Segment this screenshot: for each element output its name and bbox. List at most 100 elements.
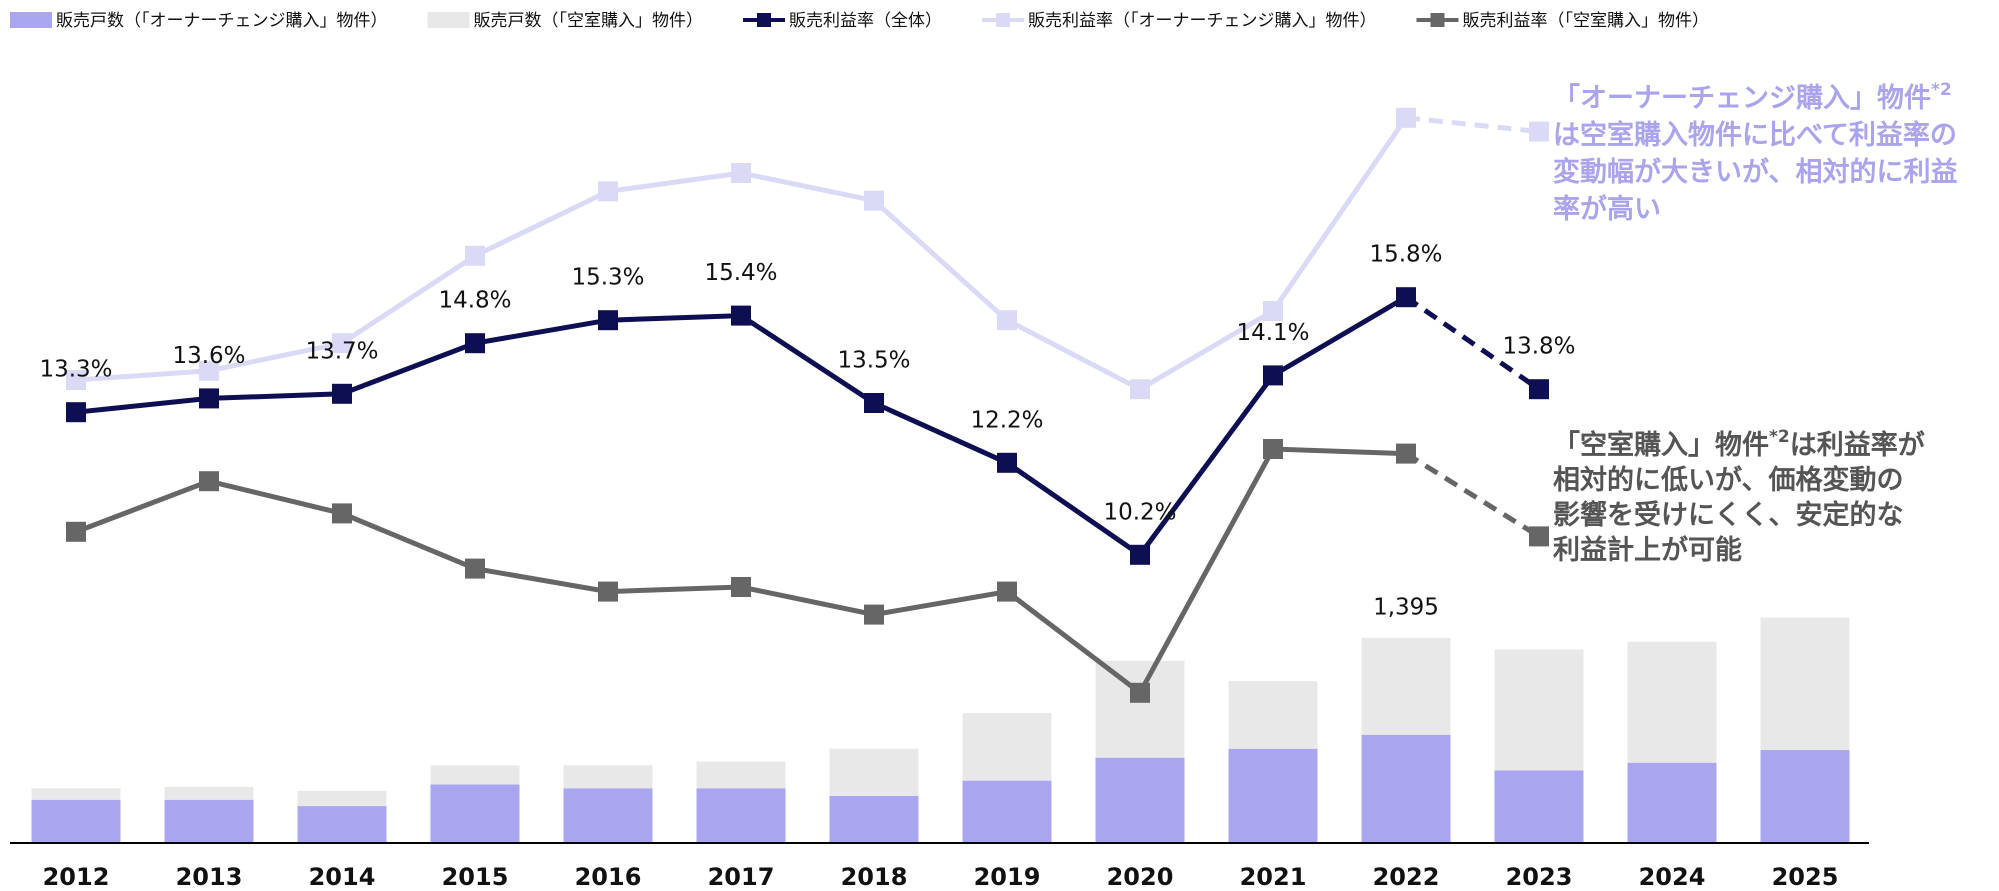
bar <box>164 786 254 800</box>
line-marker <box>864 393 884 413</box>
line-marker <box>66 370 86 390</box>
line-marker <box>66 521 86 542</box>
bar <box>297 790 387 807</box>
bar <box>1494 770 1584 843</box>
bar <box>1494 649 1584 771</box>
data-label: 14.8% <box>438 288 511 314</box>
bar <box>1095 757 1185 843</box>
line-marker <box>598 310 618 331</box>
total-label: 1,395 <box>1373 594 1439 620</box>
line-series <box>75 295 1408 559</box>
line-series <box>1405 115 1540 135</box>
bar <box>1760 750 1850 843</box>
bar <box>1228 681 1318 749</box>
line-marker <box>1263 365 1283 386</box>
data-label: 15.4% <box>704 260 777 286</box>
annotation-part: 率が高い <box>1553 193 1661 225</box>
x-tick-label: 2022 <box>1373 863 1440 891</box>
annotation-part: 「空室購入」物件 <box>1553 429 1769 461</box>
bar <box>962 713 1052 781</box>
annotation-part: *2 <box>1931 80 1952 100</box>
x-tick-label: 2016 <box>575 863 642 891</box>
bar <box>164 799 254 843</box>
data-label: 10.2% <box>1103 499 1176 525</box>
line-series <box>75 116 1409 393</box>
x-tick-label: 2024 <box>1639 863 1706 891</box>
bar <box>696 761 786 789</box>
annotation-part: 変動幅が大きいが、相対的に利益 <box>1553 156 1957 188</box>
bar <box>563 765 653 789</box>
bar <box>829 748 919 796</box>
legend-item: 販売戸数（「オーナーチェンジ購入」物件） <box>10 11 388 31</box>
annotation-part: は利益率が <box>1790 429 1925 461</box>
annotation-part: 利益計上が可能 <box>1553 534 1742 566</box>
bar <box>1095 660 1185 758</box>
line-marker <box>1263 301 1283 321</box>
bar <box>696 788 786 843</box>
bar <box>297 806 387 843</box>
annotation: 変動幅が大きいが、相対的に利益 <box>1553 156 1957 188</box>
annotation: 「空室購入」物件*2は利益率が <box>1553 427 1925 461</box>
annotation: 影響を受けにくく、安定的な <box>1553 499 1903 531</box>
legend-swatch <box>10 12 52 28</box>
line-marker <box>332 333 352 354</box>
data-label: 12.2% <box>970 407 1043 433</box>
annotation-part: は空室購入物件に比べて利益率の <box>1553 119 1957 151</box>
data-label: 13.3% <box>39 357 112 383</box>
bar <box>962 780 1052 843</box>
annotation: 相対的に低いが、価格変動の <box>1553 464 1903 496</box>
x-tick-label: 2014 <box>309 863 376 891</box>
bar <box>31 799 121 843</box>
x-tick-label: 2012 <box>43 863 110 891</box>
line-marker <box>1130 379 1150 400</box>
line-marker <box>1130 544 1150 565</box>
line-marker <box>1396 107 1416 128</box>
line-series <box>1404 451 1541 539</box>
legend-label: 販売戸数（「オーナーチェンジ購入」物件） <box>56 11 388 31</box>
line-marker <box>1529 379 1549 400</box>
annotation: 率が高い <box>1553 193 1661 225</box>
data-label: 15.8% <box>1369 242 1442 268</box>
line-marker <box>731 163 751 183</box>
bar <box>829 795 919 843</box>
legend-swatch <box>996 13 1010 27</box>
line-marker <box>598 181 618 202</box>
annotation: 利益計上が可能 <box>1553 534 1742 566</box>
line-marker <box>1529 121 1549 142</box>
line-marker <box>1529 526 1549 547</box>
line-marker <box>332 383 352 404</box>
line-marker <box>731 305 751 326</box>
line-marker <box>199 360 219 381</box>
line-marker <box>465 558 485 579</box>
line-marker <box>997 452 1017 473</box>
data-label: 13.8% <box>1502 334 1575 360</box>
line-marker <box>731 577 751 597</box>
legend-item: 販売利益率（「空室購入」物件） <box>1416 11 1710 31</box>
annotation: 「オーナーチェンジ購入」物件*2 <box>1553 80 1952 114</box>
line-marker <box>1396 443 1416 464</box>
bar <box>1361 637 1451 735</box>
line-marker <box>1263 439 1283 459</box>
annotation-part: 相対的に低いが、価格変動の <box>1553 464 1903 496</box>
x-tick-label: 2017 <box>708 863 775 891</box>
legend-label: 販売利益率（「空室購入」物件） <box>1463 11 1710 31</box>
annotation-part: 「オーナーチェンジ購入」物件 <box>1553 82 1931 114</box>
line-marker <box>332 503 352 524</box>
line-marker <box>997 581 1017 602</box>
line-series <box>75 446 1407 697</box>
bar <box>430 765 520 785</box>
line-marker <box>199 471 219 492</box>
line-marker <box>66 402 86 423</box>
line-marker <box>864 604 884 625</box>
bar <box>1760 617 1850 751</box>
x-tick-label: 2019 <box>974 863 1041 891</box>
legend-label: 販売利益率（全体） <box>789 11 942 31</box>
data-label: 14.1% <box>1236 320 1309 346</box>
legend-swatch <box>1430 13 1445 27</box>
data-label: 13.6% <box>172 343 245 369</box>
data-label: 13.5% <box>837 348 910 374</box>
x-tick-label: 2015 <box>442 863 509 891</box>
x-tick-label: 2013 <box>176 863 243 891</box>
x-tick-label: 2020 <box>1107 863 1174 891</box>
